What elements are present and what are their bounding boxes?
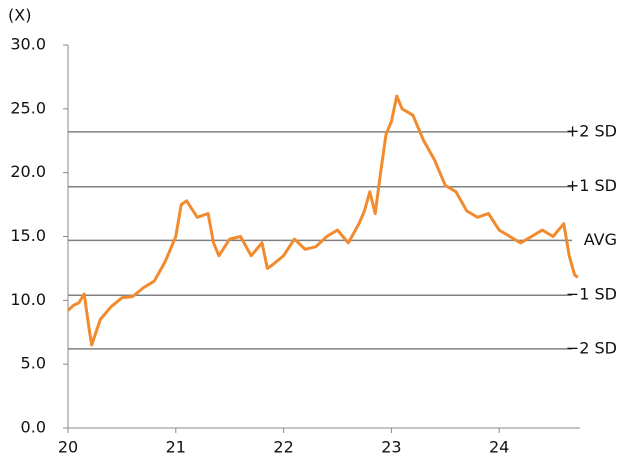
y-tick-label: 5.0 [21, 354, 46, 373]
y-tick-label: 10.0 [10, 290, 46, 309]
reference-label: +2 SD [566, 121, 617, 140]
x-tick-label: 20 [58, 438, 78, 457]
x-tick-label: 21 [166, 438, 186, 457]
y-tick-label: 20.0 [10, 162, 46, 181]
y-tick-label: 30.0 [10, 35, 46, 54]
reference-label: +1 SD [566, 176, 617, 195]
reference-label: AVG [584, 230, 617, 249]
x-tick-label: 24 [489, 438, 509, 457]
y-axis-label: (X) [8, 6, 31, 25]
x-tick-label: 23 [381, 438, 401, 457]
line [66, 94, 579, 347]
reference-label: −2 SD [566, 338, 617, 357]
y-tick-label: 0.0 [21, 418, 46, 437]
x-tick-label: 22 [273, 438, 293, 457]
y-tick-label: 15.0 [10, 226, 46, 245]
reference-label: −1 SD [566, 285, 617, 304]
y-tick-label: 25.0 [10, 98, 46, 117]
